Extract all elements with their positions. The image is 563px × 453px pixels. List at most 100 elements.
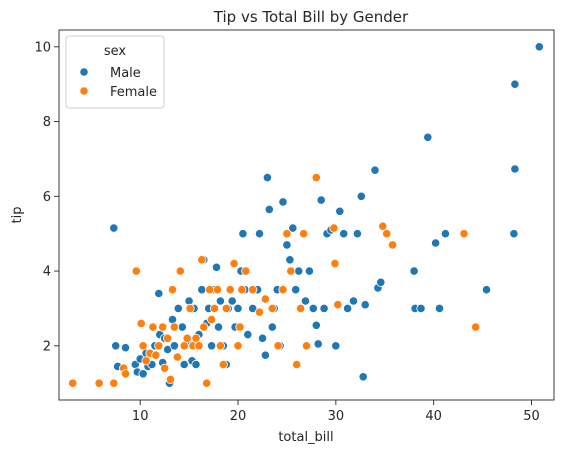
data-point-male xyxy=(331,341,341,351)
data-point-male xyxy=(109,223,119,233)
data-point-female xyxy=(329,223,339,233)
data-point-male xyxy=(243,329,253,340)
data-point-male xyxy=(282,240,292,250)
data-point-female xyxy=(165,374,176,384)
data-point-female xyxy=(167,285,178,295)
data-point-female xyxy=(237,285,247,295)
legend-label-male: Male xyxy=(110,66,141,81)
y-tick-label: 2 xyxy=(43,339,51,354)
data-point-female xyxy=(295,303,306,313)
data-point-female xyxy=(387,240,398,250)
data-point-male xyxy=(348,296,359,306)
data-point-male xyxy=(440,229,450,239)
data-point-male xyxy=(138,369,148,379)
data-point-female xyxy=(221,303,231,313)
data-point-female xyxy=(185,303,195,313)
data-point-male xyxy=(177,322,187,332)
data-point-male xyxy=(197,285,207,295)
x-tick-label: 40 xyxy=(425,409,442,424)
data-point-female xyxy=(169,322,179,332)
data-point-female xyxy=(225,285,235,295)
data-point-female xyxy=(194,341,204,351)
y-tick-label: 10 xyxy=(34,40,51,55)
legend-label-female: Female xyxy=(110,85,157,100)
data-point-female xyxy=(273,341,283,351)
data-point-female xyxy=(109,378,119,388)
data-point-female xyxy=(241,266,251,276)
x-axis-ticks: 10 20 30 40 50 xyxy=(132,400,540,424)
data-point-female xyxy=(68,378,78,388)
data-point-female xyxy=(382,229,392,239)
chart-title: Tip vs Total Bill by Gender xyxy=(213,8,409,26)
data-point-female xyxy=(175,266,185,276)
data-point-female xyxy=(120,369,131,379)
data-point-male xyxy=(356,191,366,201)
data-point-female xyxy=(260,294,270,304)
data-point-male xyxy=(238,229,248,239)
data-point-male xyxy=(213,322,224,332)
data-point-male xyxy=(360,300,370,310)
data-point-female xyxy=(298,229,309,239)
y-axis-ticks: 2 4 6 8 10 xyxy=(34,40,59,354)
data-point-male xyxy=(308,303,318,313)
data-point-male xyxy=(227,296,237,306)
data-point-male xyxy=(304,266,314,276)
data-point-male xyxy=(423,132,433,142)
data-point-female xyxy=(330,258,340,269)
data-point-male xyxy=(294,266,304,276)
data-point-female xyxy=(209,303,220,313)
data-point-female xyxy=(160,363,170,373)
data-point-male xyxy=(510,164,520,174)
legend-title: sex xyxy=(104,44,127,59)
data-point-male xyxy=(179,359,189,370)
x-tick-label: 50 xyxy=(523,409,540,424)
data-point-female xyxy=(471,322,481,332)
data-point-male xyxy=(316,195,326,205)
data-point-female xyxy=(197,255,207,265)
data-point-female xyxy=(207,314,217,325)
data-point-male xyxy=(335,206,345,216)
data-point-male xyxy=(260,350,270,360)
data-point-female xyxy=(311,173,321,183)
data-point-male xyxy=(248,303,258,313)
data-point-male xyxy=(288,223,298,233)
data-point-female xyxy=(292,359,302,370)
data-point-male xyxy=(376,277,386,287)
data-point-female xyxy=(278,285,288,295)
data-point-male xyxy=(154,288,164,299)
data-point-male xyxy=(191,359,201,370)
data-point-female xyxy=(459,229,469,239)
data-point-female xyxy=(138,341,148,351)
data-point-male xyxy=(510,79,520,89)
data-point-female xyxy=(301,341,312,351)
x-tick-label: 10 xyxy=(132,409,149,424)
data-point-female xyxy=(131,266,141,276)
data-point-male xyxy=(509,229,519,239)
data-point-male xyxy=(430,238,441,248)
data-point-female xyxy=(378,221,388,231)
data-point-male xyxy=(215,296,225,306)
data-point-male xyxy=(207,341,217,351)
y-tick-label: 6 xyxy=(43,190,51,205)
data-point-male xyxy=(167,314,178,325)
data-point-female xyxy=(218,359,228,370)
data-point-male xyxy=(319,303,329,313)
data-point-male xyxy=(370,165,380,175)
legend-box xyxy=(65,35,165,109)
data-point-female xyxy=(235,322,245,332)
data-point-male xyxy=(262,173,272,183)
data-point-female xyxy=(163,333,173,343)
data-point-female xyxy=(158,322,168,332)
data-point-male xyxy=(285,255,295,265)
data-point-male xyxy=(409,266,419,276)
data-point-female xyxy=(172,352,182,362)
data-point-female xyxy=(199,322,209,332)
data-point-female xyxy=(136,318,146,328)
data-point-male xyxy=(211,262,222,272)
data-point-male xyxy=(300,296,311,306)
data-point-female xyxy=(333,300,343,310)
data-point-male xyxy=(257,333,268,343)
legend-marker-female xyxy=(79,86,89,96)
y-tick-label: 4 xyxy=(43,265,51,280)
data-point-female xyxy=(141,356,151,366)
